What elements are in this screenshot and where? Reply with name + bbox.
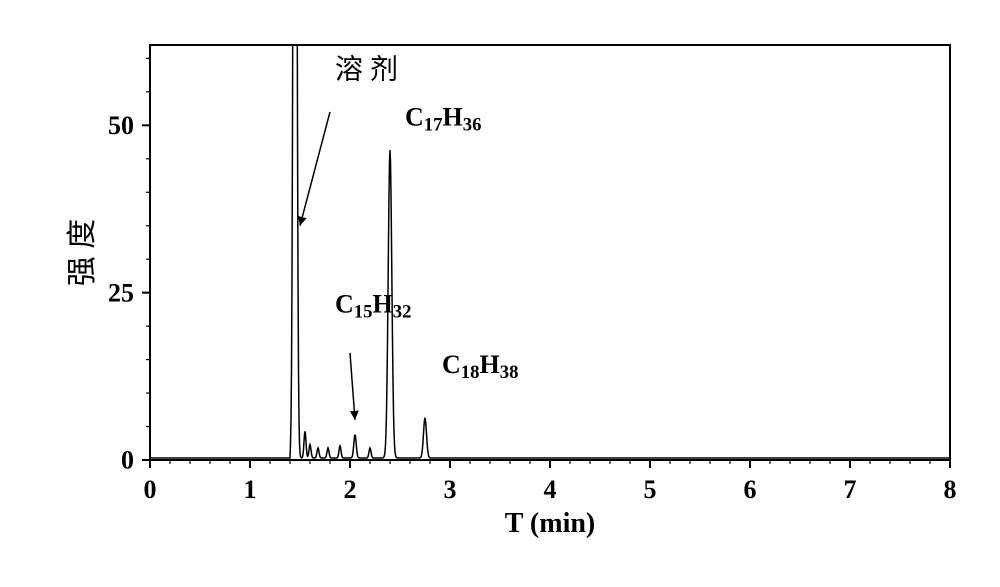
svg-text:0: 0 bbox=[121, 446, 134, 475]
chromatogram-chart: 0 1 2 3 4 5 6 7 8 T (min) 0 25 50 强 度 溶 剂C17H36 C15H32 C… bbox=[0, 0, 1000, 587]
svg-text:50: 50 bbox=[108, 111, 134, 140]
svg-text:5: 5 bbox=[644, 475, 657, 504]
svg-text:强 度: 强 度 bbox=[66, 219, 99, 287]
svg-text:2: 2 bbox=[344, 475, 357, 504]
svg-text:8: 8 bbox=[944, 475, 957, 504]
svg-text:25: 25 bbox=[108, 278, 134, 307]
svg-text:C18H38: C18H38 bbox=[442, 350, 518, 383]
svg-text:7: 7 bbox=[844, 475, 857, 504]
svg-text:溶 剂: 溶 剂 bbox=[335, 53, 398, 85]
svg-text:3: 3 bbox=[444, 475, 457, 504]
chart-svg: 0 1 2 3 4 5 6 7 8 T (min) 0 25 50 强 度 溶 剂C17H36 C15H32 C… bbox=[0, 0, 1000, 587]
svg-text:0: 0 bbox=[144, 475, 157, 504]
svg-text:6: 6 bbox=[744, 475, 757, 504]
svg-text:4: 4 bbox=[544, 475, 557, 504]
svg-text:1: 1 bbox=[244, 475, 257, 504]
svg-text:C15H32: C15H32 bbox=[335, 290, 411, 323]
svg-text:T (min): T (min) bbox=[505, 508, 596, 539]
svg-text:C17H36: C17H36 bbox=[405, 102, 481, 135]
